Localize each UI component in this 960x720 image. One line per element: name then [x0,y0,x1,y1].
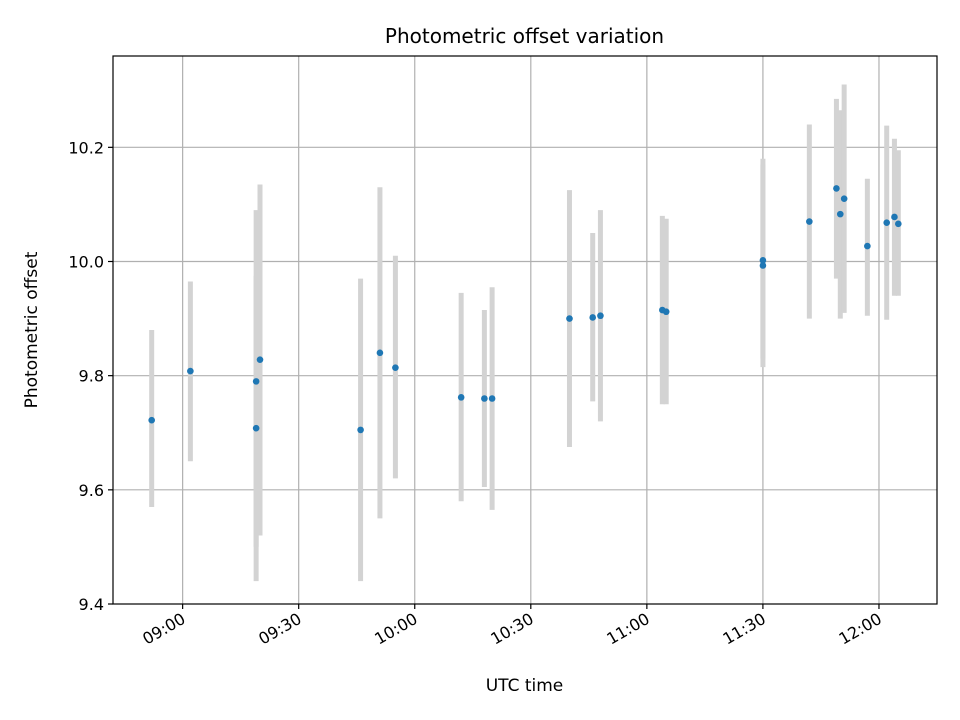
y-axis: 9.4 9.6 9.8 10.0 10.2 [68,138,113,614]
data-point [833,185,840,192]
data-point [187,367,194,375]
x-axis-label: UTC time [486,676,564,696]
data-point [836,210,844,218]
data-point [252,424,260,432]
data-point [392,364,399,371]
y-axis-label: Photometric offset [22,251,42,408]
data-point [806,218,813,225]
y-tick-label: 10.2 [68,138,104,157]
data-point [891,213,898,221]
plot-frame [112,55,938,605]
data-point [597,312,604,320]
data-point [357,426,364,434]
data-point [488,395,496,402]
data-point [566,315,573,322]
data-point [759,262,767,269]
y-tick-label: 9.8 [79,367,104,386]
chart-title: Photometric offset variation [385,24,664,48]
y-tick-label: 9.4 [79,595,104,614]
data-point [589,314,596,321]
data-point [457,394,465,401]
y-tick-label: 10.0 [68,253,104,272]
data-point [864,242,871,250]
y-tick-label: 9.6 [79,481,104,500]
data-point [883,219,891,226]
data-point [840,195,848,203]
data-point [759,257,767,264]
data-point [376,349,384,357]
data-point [662,308,670,316]
data-point [252,378,260,385]
data-points [148,185,902,434]
data-point [481,395,488,402]
data-point [148,416,155,424]
data-point [256,356,264,363]
data-point [895,220,902,228]
